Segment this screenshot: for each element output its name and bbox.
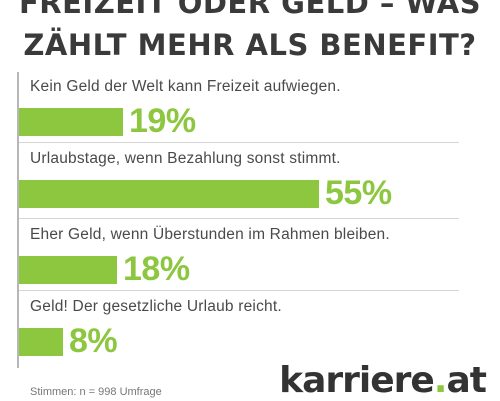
logo-suffix: at [446,360,487,401]
chart-title-line-2: ZÄHLT MEHR ALS BENEFIT? [23,28,477,62]
category-label: Kein Geld der Welt kann Freizeit aufwieg… [30,78,341,95]
category-label: Urlaubstage, wenn Bezahlung sonst stimmt… [30,150,341,167]
value-label: 55% [325,174,392,212]
chart-title-line-1: FREIZEIT ODER GELD – WAS [18,0,482,20]
category-label: Geld! Der gesetzliche Urlaub reicht. [30,298,282,315]
value-label: 8% [69,322,118,360]
logo-dot: . [433,360,448,401]
karriere-logo: karriere.at [279,360,487,401]
bar [19,180,319,208]
bar [19,108,123,136]
left-axis-rule [17,72,19,368]
category-label: Eher Geld, wenn Überstunden im Rahmen bl… [30,226,390,243]
bar [19,256,117,284]
row-separator [19,142,459,143]
value-label: 18% [123,250,190,288]
row-separator [19,218,459,219]
bar [19,328,63,356]
logo-text: karriere [279,360,435,401]
row-separator [19,290,459,291]
value-label: 19% [129,102,196,140]
source-note: Stimmen: n = 998 Umfrage [30,386,162,398]
